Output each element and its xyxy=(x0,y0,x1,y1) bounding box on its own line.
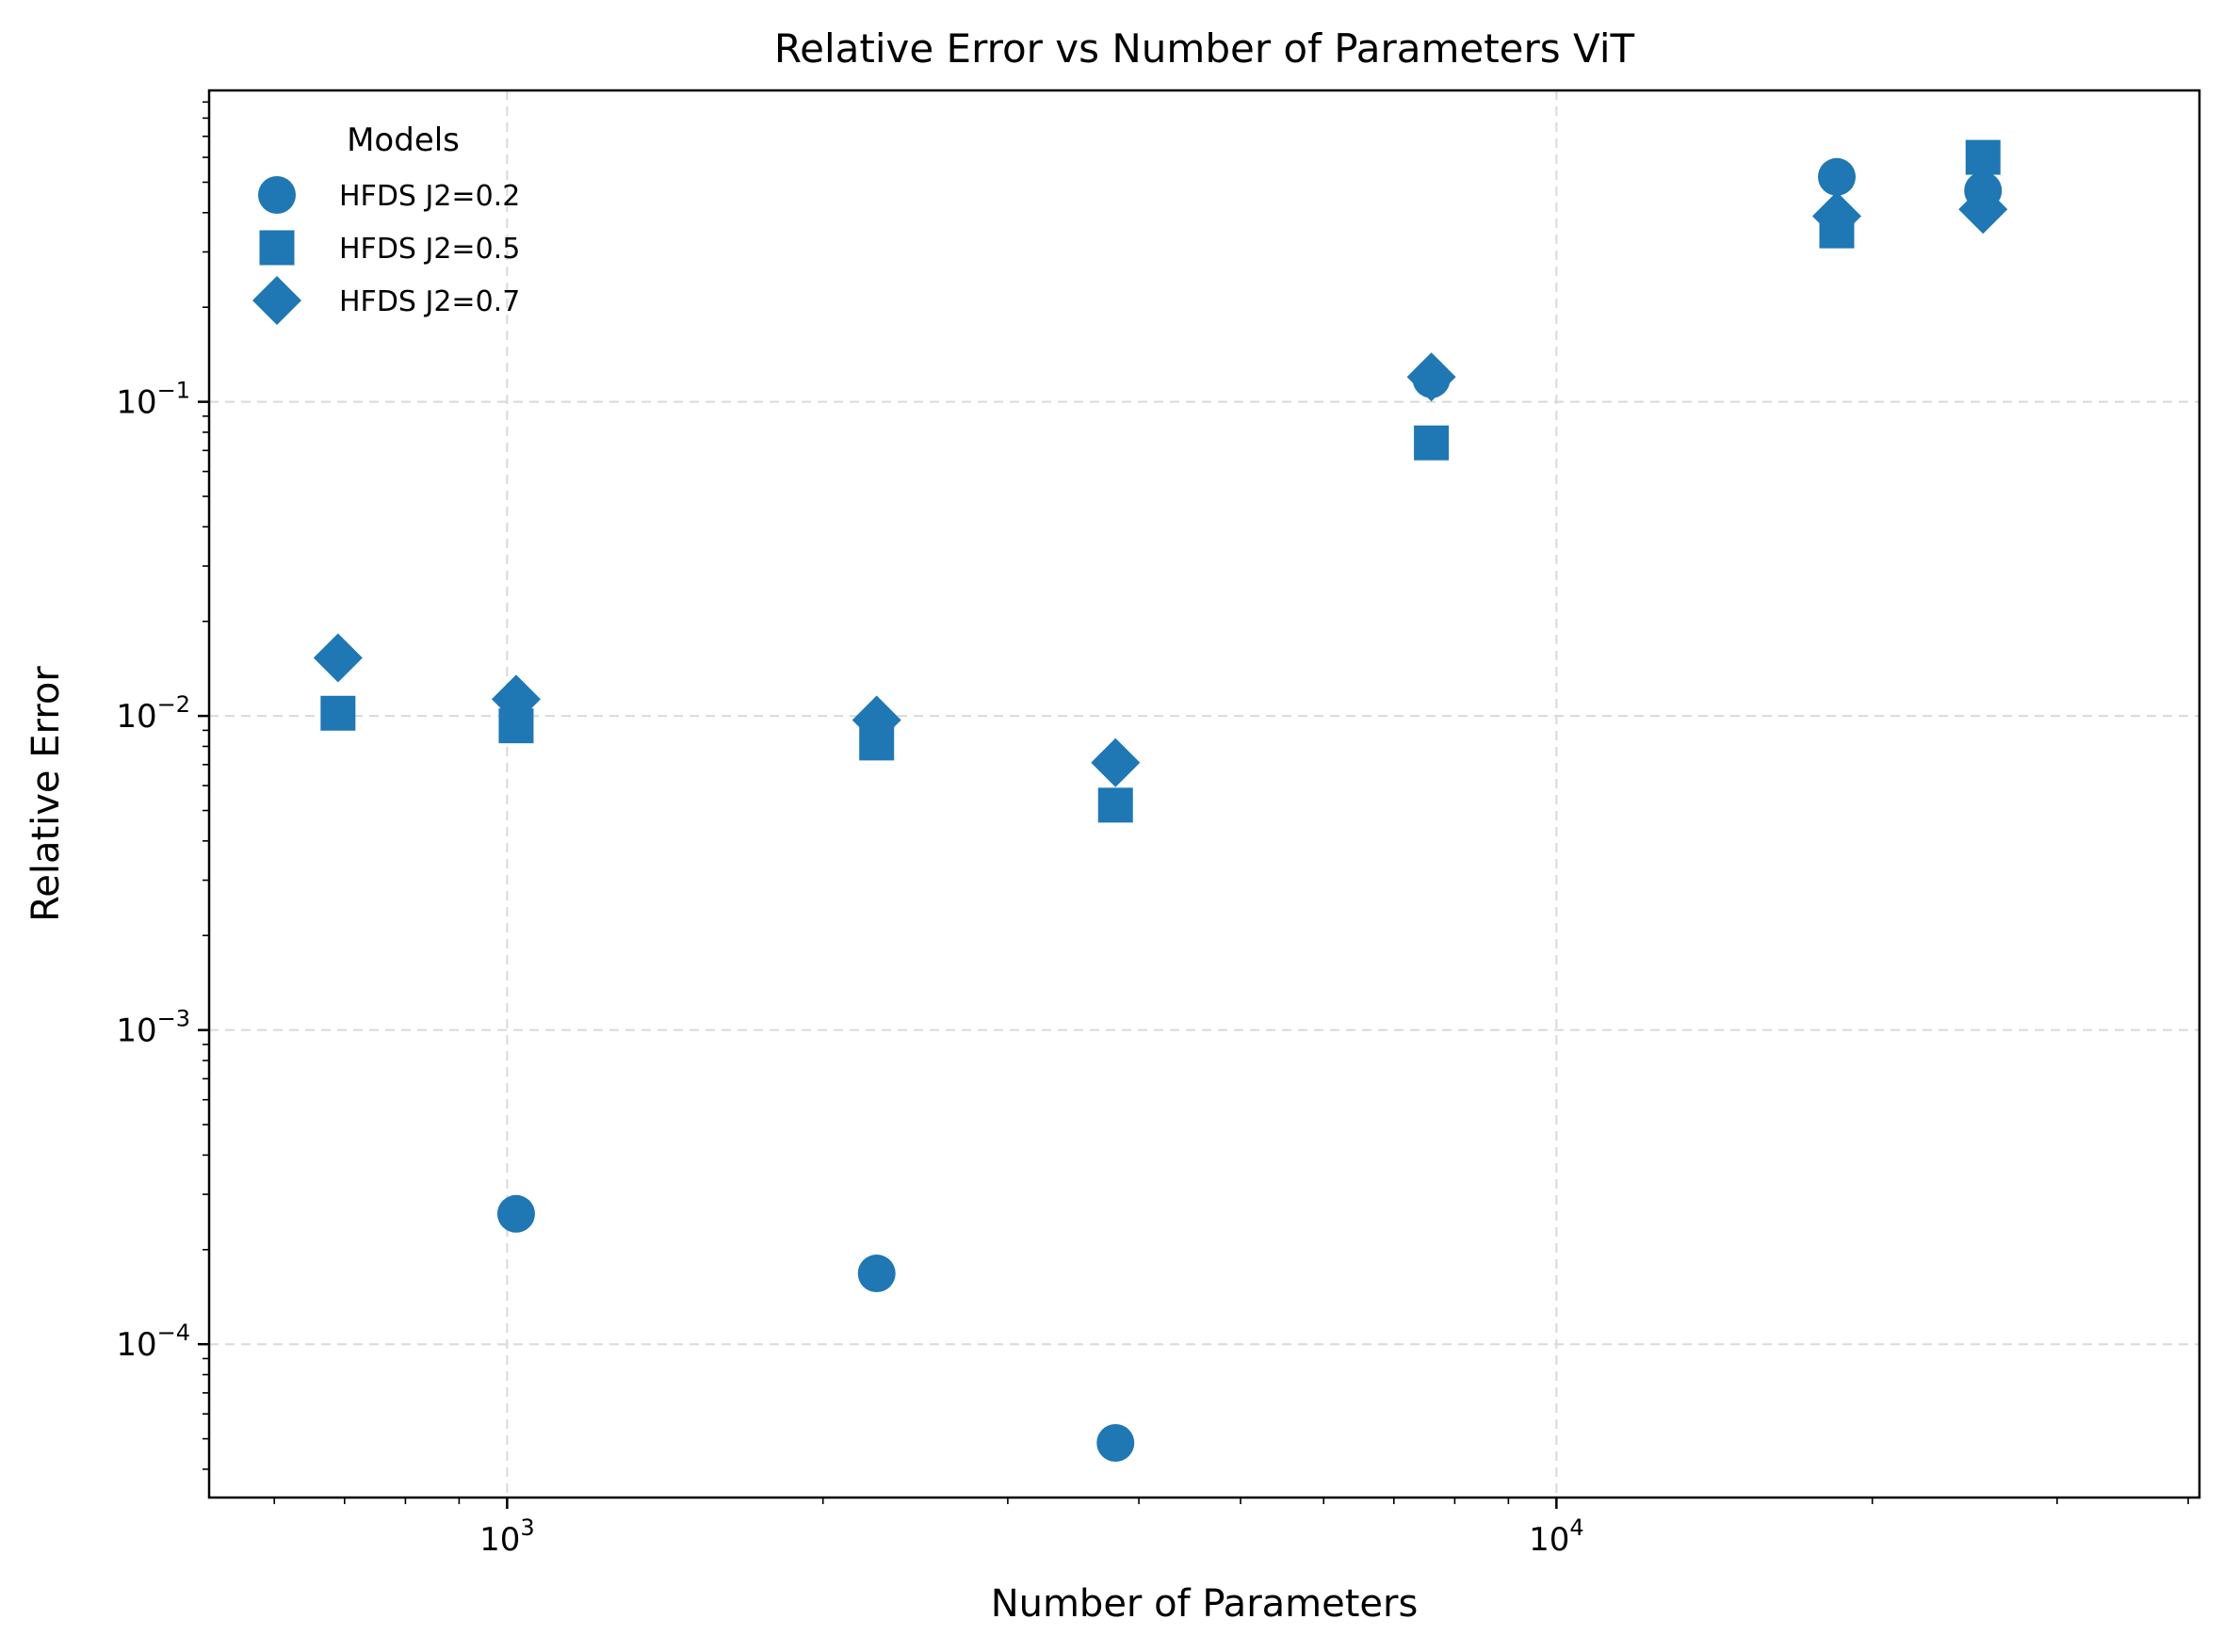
grid-layer xyxy=(209,90,2199,1498)
legend-marker-diamond xyxy=(252,276,301,325)
y-tick-label: 10−2 xyxy=(116,691,190,736)
y-axis-label: Relative Error xyxy=(24,666,68,922)
plot-frame xyxy=(207,89,2201,1499)
y-tick-label: 10−4 xyxy=(116,1320,190,1364)
series-diamond xyxy=(313,185,2008,787)
series-square xyxy=(320,139,2001,823)
data-point-circle xyxy=(1817,157,1856,196)
y-tick-label: 10−1 xyxy=(116,378,190,422)
data-point-diamond xyxy=(1091,737,1141,787)
data-point-square xyxy=(1965,139,2001,175)
data-point-circle xyxy=(857,1255,896,1293)
data-point-circle xyxy=(1096,1424,1135,1463)
legend-label: HFDS J2=0.7 xyxy=(339,285,520,318)
legend-label: HFDS J2=0.5 xyxy=(339,233,520,266)
data-point-square xyxy=(1414,425,1450,461)
data-point-circle xyxy=(496,1194,535,1233)
data-marks xyxy=(313,139,2008,1463)
x-tick-label: 104 xyxy=(1529,1514,1584,1559)
series-circle xyxy=(496,157,2003,1463)
y-tick-label: 10−3 xyxy=(116,1006,190,1050)
legend-title: Models xyxy=(347,121,460,159)
x-tick-label: 103 xyxy=(479,1514,535,1559)
data-point-diamond xyxy=(1406,352,1456,402)
chart-title: Relative Error vs Number of Parameters V… xyxy=(774,25,1635,72)
data-point-diamond xyxy=(313,633,363,683)
data-point-diamond xyxy=(1811,191,1861,241)
legend-marker-square xyxy=(259,230,295,266)
data-point-diamond xyxy=(1958,185,2008,235)
x-axis-label: Number of Parameters xyxy=(991,1582,1419,1626)
data-point-square xyxy=(1097,787,1133,823)
data-point-square xyxy=(320,695,356,731)
data-point-diamond xyxy=(491,674,541,724)
legend-marker-circle xyxy=(258,176,296,214)
legend-label: HFDS J2=0.2 xyxy=(339,180,520,213)
axis-ticks: 103 104 10−4 10−3 10−2 10−1 xyxy=(116,101,2189,1559)
legend: Models HFDS J2=0.2 HFDS J2=0.5 HFDS J2=0.7 xyxy=(252,121,520,325)
legend-items: HFDS J2=0.2 HFDS J2=0.5 HFDS J2=0.7 xyxy=(252,176,520,325)
data-point-diamond xyxy=(852,695,901,745)
